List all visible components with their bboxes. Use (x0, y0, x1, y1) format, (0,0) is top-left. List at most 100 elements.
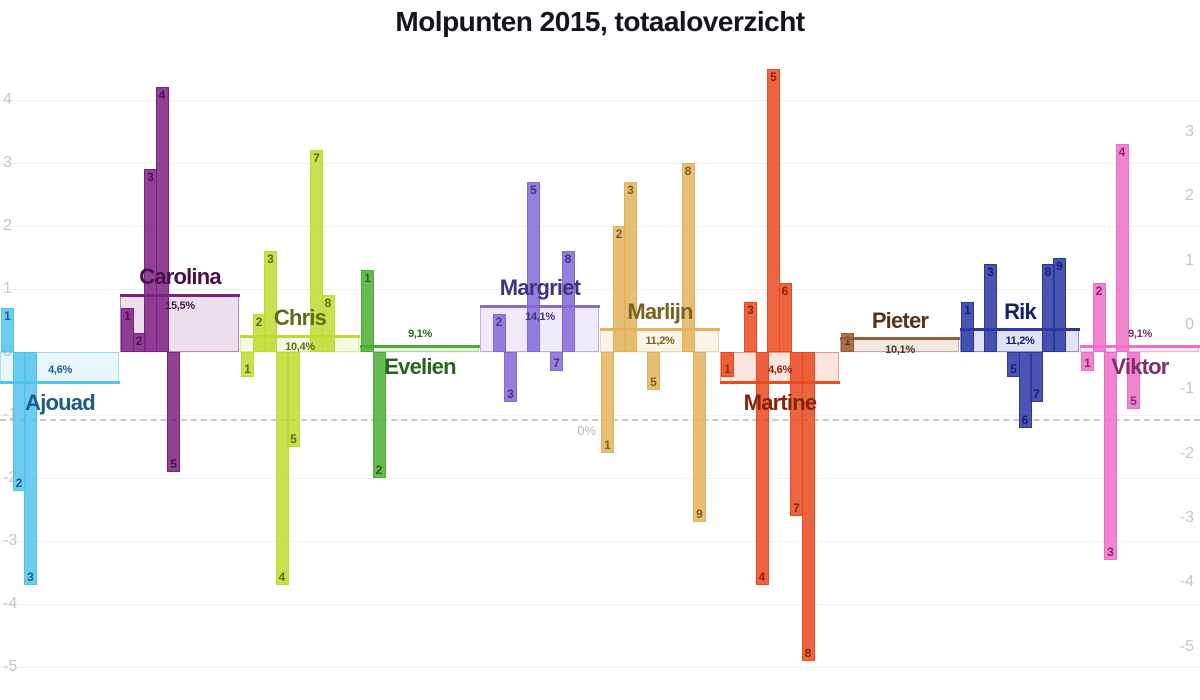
person-name: Margriet (499, 275, 581, 301)
y-axis-label-left: 1 (3, 280, 12, 297)
bar-episode-label: 8 (1044, 264, 1052, 279)
y-axis-label-right: -3 (1179, 508, 1194, 526)
pct-line (0, 381, 120, 385)
bar-episode-label: 6 (781, 283, 789, 298)
bar-episode-label: 9 (1056, 258, 1063, 273)
y-axis-label-right: 1 (1185, 251, 1194, 269)
bar-episode-label: 5 (1010, 362, 1017, 377)
pct-line (1080, 345, 1200, 349)
bar-episode-label: 4 (758, 570, 766, 585)
bar (693, 352, 706, 523)
y-axis-label-left: 2 (3, 217, 12, 234)
bar-episode-label: 5 (290, 431, 297, 446)
bar-episode-label: 8 (324, 296, 332, 311)
bar (1, 307, 14, 352)
bar-episode-label: 1 (724, 362, 731, 377)
bar (1127, 352, 1140, 409)
bar-episode-label: 5 (770, 69, 777, 84)
pct-line (480, 304, 600, 308)
bar (1081, 352, 1094, 371)
bar-episode-label: 3 (507, 387, 514, 402)
bar-episode-label: 2 (135, 334, 143, 349)
bar (121, 307, 134, 352)
person-name: Rik (1004, 298, 1037, 324)
pct-line (720, 381, 840, 385)
bar (167, 352, 180, 472)
bar-episode-label: 8 (804, 645, 812, 660)
bar (601, 352, 614, 453)
pct-value-label: 10,4% (285, 341, 315, 354)
bar (550, 352, 563, 371)
pct-value-label: 4,6% (768, 363, 792, 376)
gridline (0, 415, 1200, 416)
bar-episode-label: 3 (147, 170, 154, 185)
gridline (0, 478, 1200, 479)
bar-episode-label: 3 (1107, 544, 1114, 559)
bar (155, 87, 169, 352)
bar-episode-label: 2 (495, 315, 503, 330)
y-axis-label-left: -4 (3, 595, 18, 612)
bar (504, 352, 517, 403)
gridline (0, 352, 1200, 353)
bar-episode-label: 3 (747, 302, 754, 317)
gridline (0, 100, 1200, 101)
gridline (0, 226, 1200, 227)
bar-episode-label: 1 (124, 308, 131, 323)
bar-episode-label: 5 (650, 374, 657, 389)
y-axis-label-left: -5 (3, 658, 18, 675)
gridline (0, 541, 1200, 542)
person-name: Pieter (871, 307, 929, 333)
bar-episode-label: 9 (696, 507, 703, 522)
bar-episode-label: 2 (615, 227, 623, 241)
bar (681, 163, 695, 352)
pct-value-label: 14,1% (525, 311, 555, 324)
person-name: Martine (743, 389, 817, 415)
bar (372, 352, 386, 478)
bar (1104, 352, 1117, 560)
y-axis-label-left: 3 (3, 154, 12, 171)
bar (361, 270, 374, 352)
pct-value-label: 10,1% (885, 343, 915, 356)
person-name: Viktor (1111, 353, 1169, 379)
bar (561, 251, 575, 352)
pct-band (480, 306, 599, 352)
bar-episode-label: 1 (1084, 355, 1091, 370)
bar-episode-label: 2 (1095, 283, 1103, 298)
bar (275, 352, 289, 586)
gridline (0, 604, 1200, 605)
person-name: Carolina (139, 264, 221, 290)
bar-episode-label: 1 (844, 334, 851, 349)
y-axis-label-right: -2 (1179, 444, 1194, 462)
bar-episode-label: 1 (244, 362, 251, 377)
bar (755, 352, 769, 586)
bar-episode-label: 2 (375, 463, 383, 477)
pct-value-label: 9,1% (1128, 327, 1152, 340)
y-axis-label-right: -4 (1179, 573, 1194, 591)
bar-episode-label: 8 (684, 164, 692, 178)
bar-episode-label: 5 (1130, 393, 1137, 408)
y-axis-label-left: -3 (3, 532, 18, 549)
pct-value-label: 9,1% (408, 327, 432, 340)
bar (264, 251, 277, 352)
bar-episode-label: 2 (15, 475, 23, 490)
bar-episode-label: 4 (1118, 145, 1126, 160)
bar-episode-label: 4 (278, 570, 286, 585)
bar (744, 301, 757, 352)
bar (287, 352, 300, 447)
bar-episode-label: 3 (27, 570, 34, 585)
pct-band (120, 295, 239, 352)
bar (1030, 352, 1043, 403)
bar-episode-label: 5 (170, 456, 177, 471)
chart-title: Molpunten 2015, totaaloverzicht (395, 6, 805, 37)
pct-line (840, 337, 960, 341)
person-name: Evelien (384, 353, 456, 379)
bar (492, 314, 506, 352)
pct-line (960, 328, 1080, 332)
gridline (0, 163, 1200, 164)
pct-line (240, 334, 360, 338)
person-name: Ajouad (25, 389, 96, 415)
y-axis-label-right: -1 (1179, 380, 1194, 398)
bar (1115, 144, 1129, 352)
bar-episode-label: 5 (530, 182, 537, 197)
